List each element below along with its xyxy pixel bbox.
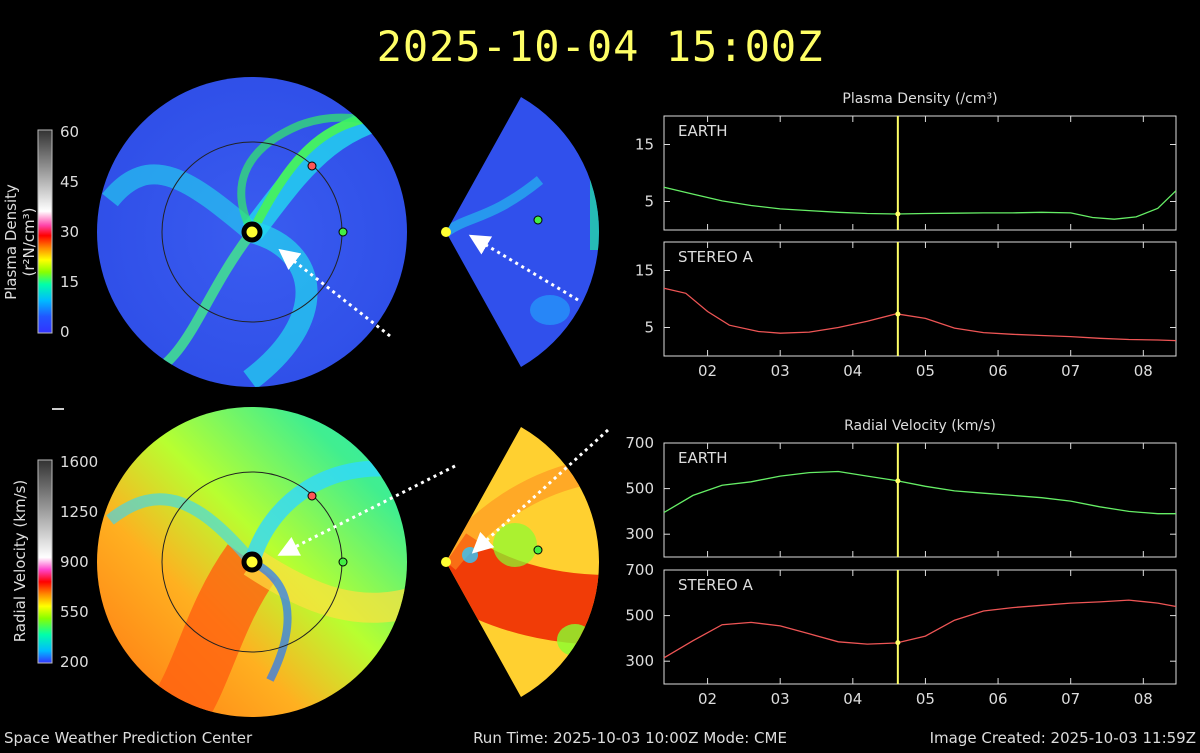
panel-title: Plasma Density (/cm³) <box>842 91 997 107</box>
x-tick-label: 03 <box>771 362 790 380</box>
velocity-colorbar-tick: 1600 <box>60 453 98 471</box>
sun-marker <box>441 227 451 237</box>
panel-label: EARTH <box>678 122 728 140</box>
panel-frame <box>663 115 1177 231</box>
panel-3: Radial Velocity (km/s) EARTH 700 500 300 <box>625 418 1177 558</box>
velocity-meridional-plot <box>441 427 610 697</box>
density-colorbar-tick: 15 <box>60 273 79 291</box>
x-tick-label: 04 <box>843 690 862 708</box>
current-time-point <box>895 311 901 317</box>
earth-marker <box>533 215 543 225</box>
panel-label: EARTH <box>678 449 728 467</box>
y-tick-label: 700 <box>625 561 654 579</box>
velocity-colorbar-tick: 1250 <box>60 503 98 521</box>
x-tick-label: 06 <box>989 362 1008 380</box>
panel-frame <box>663 241 1177 357</box>
footer-created: Image Created: 2025-10-03 11:59Z <box>929 729 1196 747</box>
sun-marker <box>241 551 263 573</box>
stereo-a-marker <box>307 161 317 171</box>
density-colorbar-label: Plasma Density (r²N/cm³) <box>2 184 38 300</box>
x-tick-label: 04 <box>843 362 862 380</box>
density-meridional-plot <box>441 97 600 367</box>
sun-marker <box>241 221 263 243</box>
density-colorbar-tick: 30 <box>60 223 79 241</box>
density-colorbar <box>37 129 53 334</box>
y-tick-label: 300 <box>625 525 654 543</box>
current-time-point <box>895 211 901 217</box>
series-line <box>663 186 1177 220</box>
panel-title: Radial Velocity (km/s) <box>844 418 996 434</box>
y-tick-label: 15 <box>635 262 654 280</box>
velocity-colorbar-tick: 550 <box>60 603 89 621</box>
density-colorbar-tick: 45 <box>60 173 79 191</box>
panel-4: STEREO A 700 500 300 02 03 04 05 06 07 08 <box>625 561 1177 708</box>
series-line <box>663 287 1177 342</box>
y-tick-label: 300 <box>625 652 654 670</box>
cme-arrow <box>278 248 391 338</box>
current-time-point <box>895 478 901 484</box>
y-tick-label: 5 <box>644 193 654 211</box>
panel-frame <box>663 442 1177 558</box>
velocity-colorbar <box>37 459 53 664</box>
x-tick-label: 05 <box>916 362 935 380</box>
earth-marker <box>338 557 348 567</box>
panel-2: STEREO A 15 5 02 03 04 05 06 07 08 <box>635 241 1177 380</box>
y-tick-label: 700 <box>625 434 654 452</box>
x-tick-label: 02 <box>698 690 717 708</box>
y-tick-label: 15 <box>635 136 654 154</box>
stereo-a-marker <box>307 491 317 501</box>
density-ecliptic-plot <box>97 77 407 387</box>
velocity-ecliptic-plot <box>97 407 456 717</box>
time-series-panels: Plasma Density (/cm³) EARTH 15 5 STEREO A 15 5… <box>625 91 1177 708</box>
cme-arrow <box>471 428 610 554</box>
panel-label: STEREO A <box>678 248 754 266</box>
current-time-point <box>895 640 901 646</box>
footer-org: Space Weather Prediction Center <box>4 729 253 747</box>
x-tick-label: 03 <box>771 690 790 708</box>
timestamp-title: 2025-10-04 15:00Z <box>376 22 824 71</box>
y-tick-label: 500 <box>625 607 654 625</box>
colorbar-ticks: 60 45 30 15 0 1600 1250 900 550 200 <box>60 123 98 671</box>
x-tick-label: 02 <box>698 362 717 380</box>
y-tick-label: 5 <box>644 319 654 337</box>
density-colorbar-tick: 0 <box>60 323 70 341</box>
series-line <box>663 470 1176 515</box>
x-tick-label: 08 <box>1134 690 1153 708</box>
earth-marker <box>338 227 348 237</box>
panel-1: Plasma Density (/cm³) EARTH 15 5 <box>635 91 1177 231</box>
velocity-colorbar-tick: 900 <box>60 553 89 571</box>
x-tick-label: 07 <box>1061 690 1080 708</box>
footer-run-info: Run Time: 2025-10-03 10:00Z Mode: CME <box>473 729 787 747</box>
velocity-colorbar-label: Radial Velocity (km/s) <box>11 479 29 643</box>
x-tick-label: 06 <box>989 690 1008 708</box>
earth-marker <box>533 545 543 555</box>
x-tick-label: 08 <box>1134 362 1153 380</box>
series-line <box>663 599 1177 659</box>
x-tick-label: 05 <box>916 690 935 708</box>
velocity-colorbar-tick: 200 <box>60 653 89 671</box>
sun-marker <box>441 557 451 567</box>
y-tick-label: 500 <box>625 480 654 498</box>
density-colorbar-tick: 60 <box>60 123 79 141</box>
panel-frame <box>663 569 1177 685</box>
x-tick-label: 07 <box>1061 362 1080 380</box>
cme-arrow <box>468 234 579 302</box>
panel-label: STEREO A <box>678 576 754 594</box>
